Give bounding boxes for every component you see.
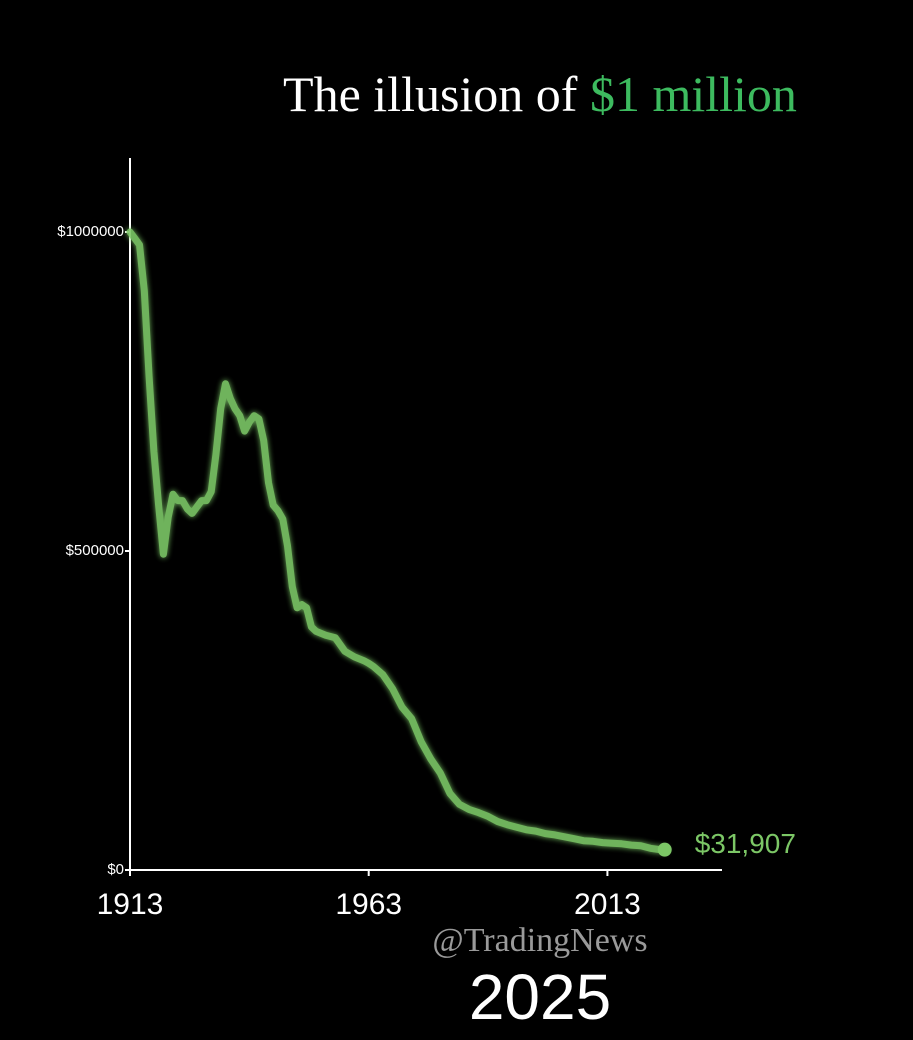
title-part: The illusion of: [283, 66, 590, 122]
line: [126, 228, 669, 854]
x-tick-label: 2013: [574, 888, 641, 921]
x-tick-label: 1963: [335, 888, 402, 921]
title-part: $1 million: [590, 66, 797, 122]
y-tick-label: $0: [107, 861, 124, 878]
chart-title: The illusion of $1 million: [283, 66, 797, 122]
end-point: [657, 842, 672, 857]
y-tick-label: $500000: [66, 542, 124, 559]
value-label: $31,907: [695, 828, 796, 859]
watermark: @TradingNews: [432, 922, 647, 959]
current-year: 2025: [469, 961, 611, 1033]
y-tick-label: $1000000: [57, 223, 124, 240]
x-tick-label: 1913: [97, 888, 164, 921]
